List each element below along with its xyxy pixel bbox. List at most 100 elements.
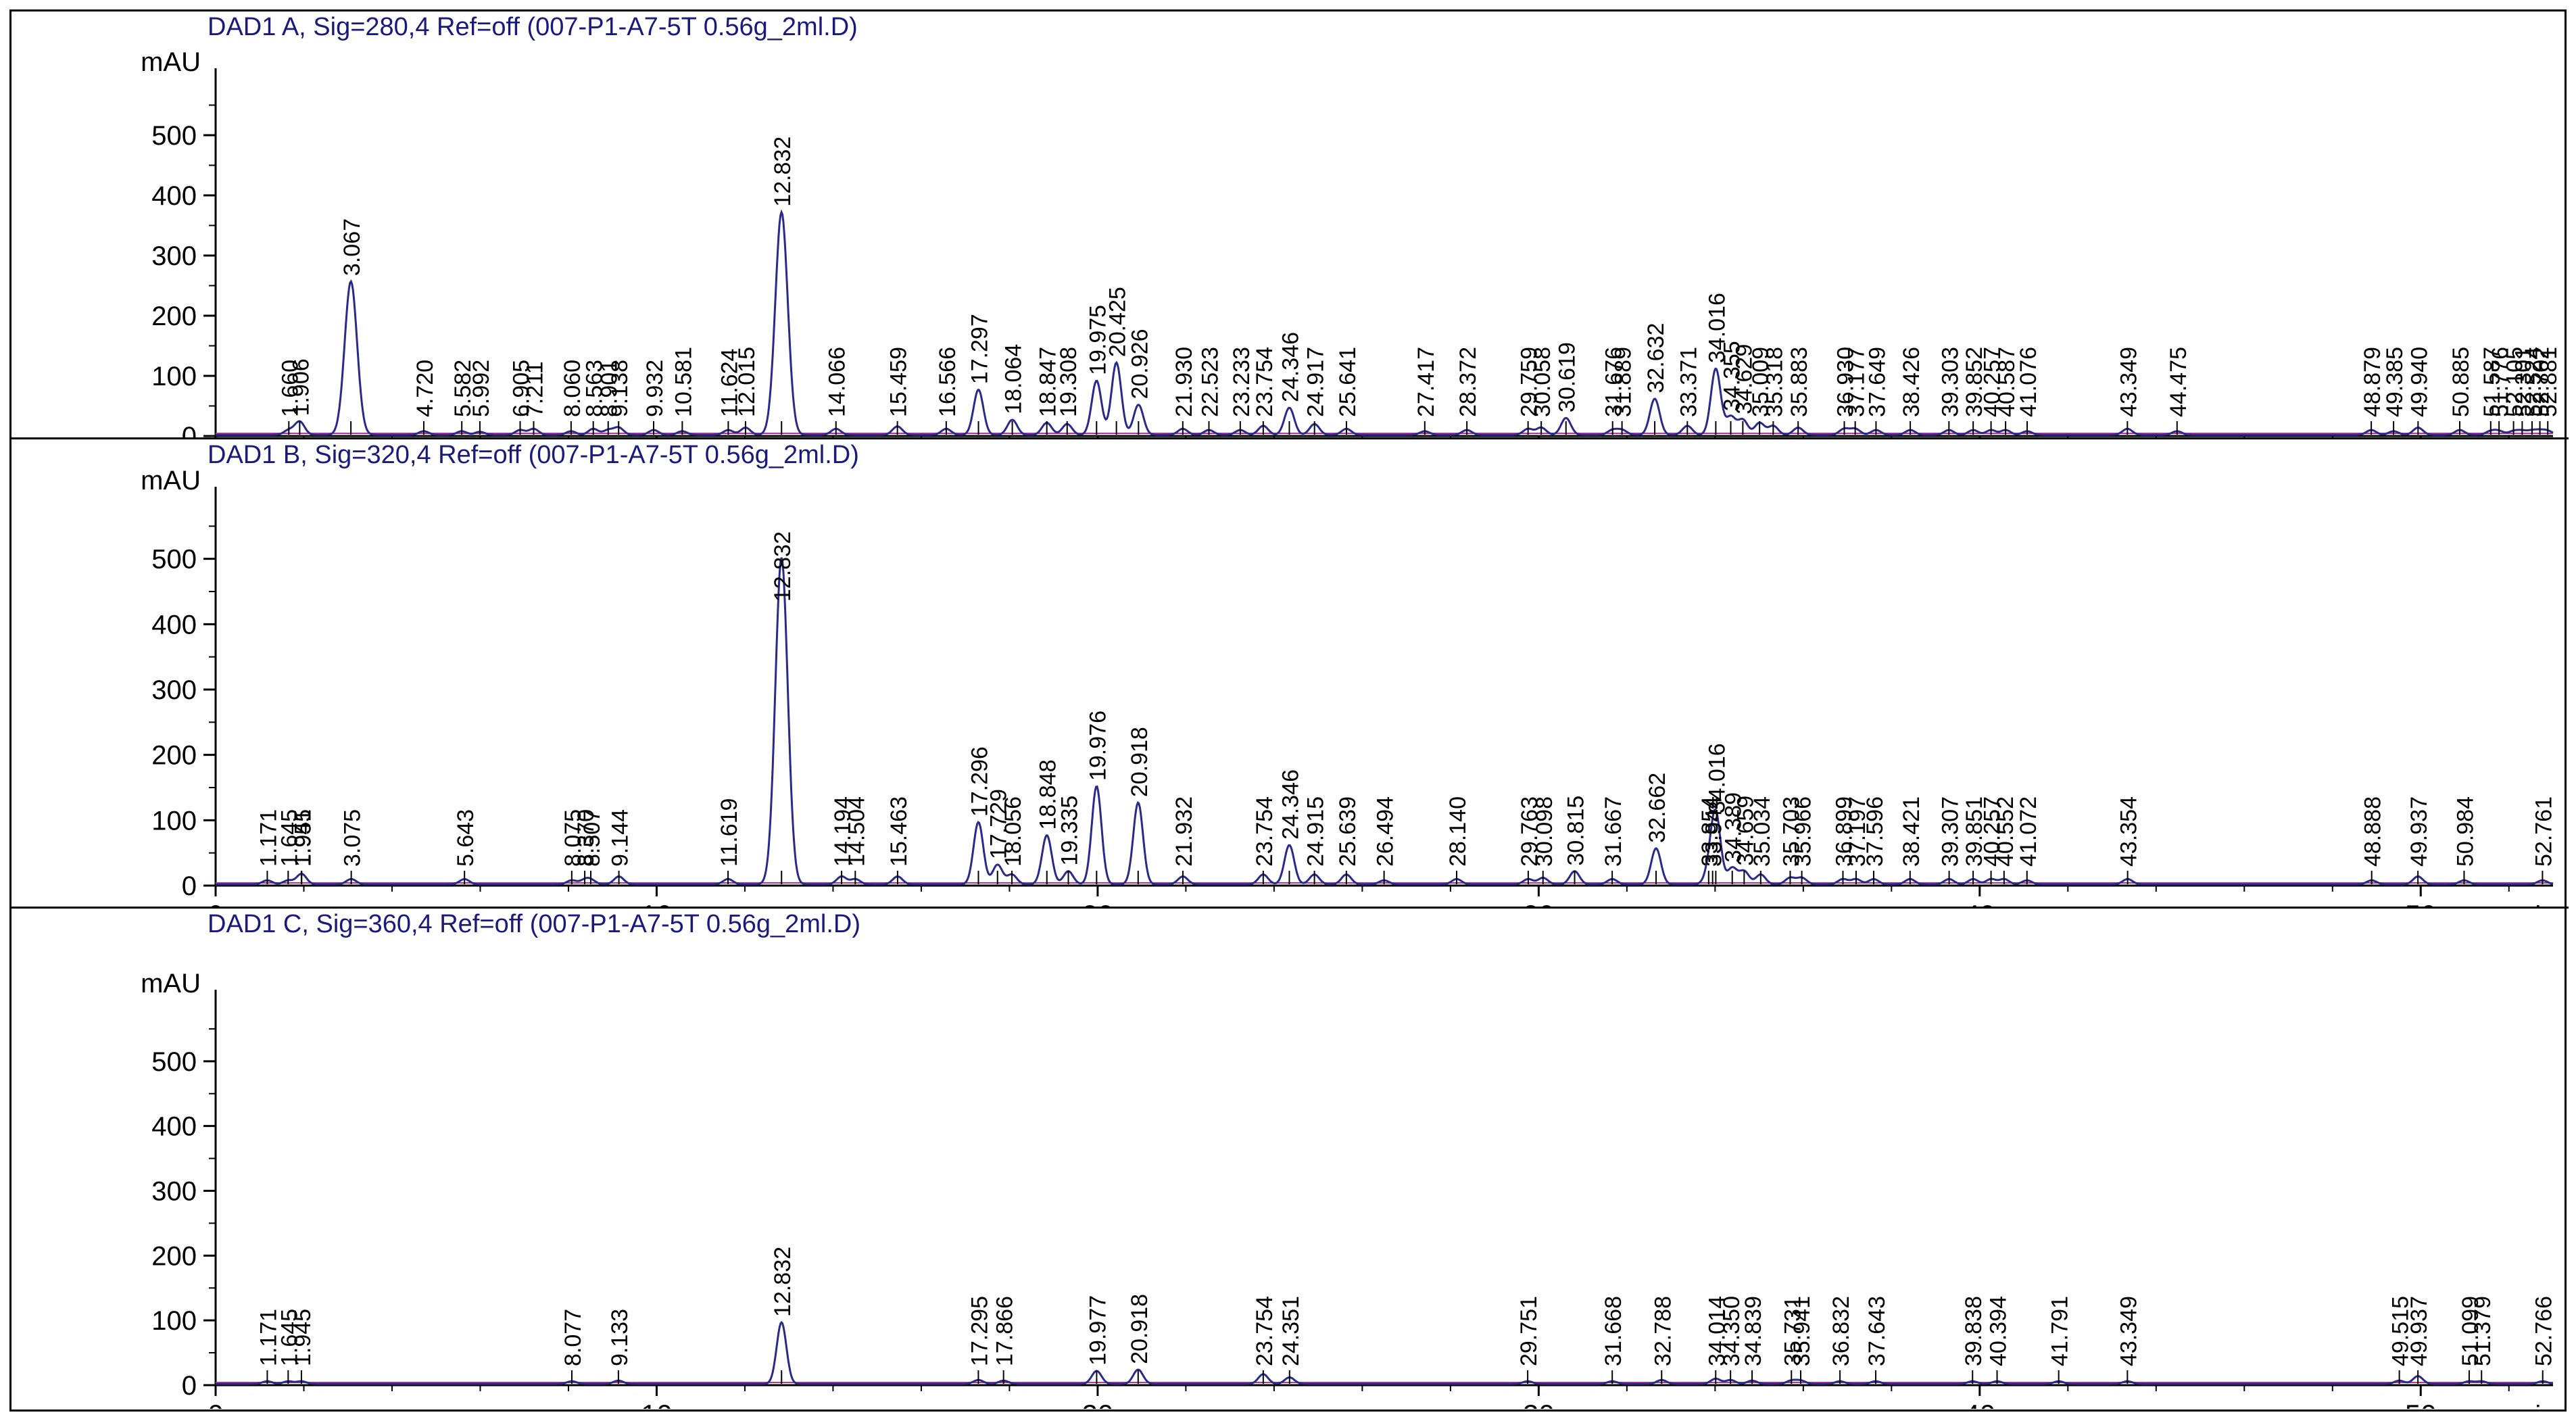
panel-dad1-b: DAD1 B, Sig=320,4 Ref=off (007-P1-A7-5T … (11, 437, 2569, 909)
panel-title-b: DAD1 B, Sig=320,4 Ref=off (007-P1-A7-5T … (208, 441, 859, 469)
peak-label: 38.426 (1899, 347, 1924, 417)
peak-label: 28.140 (1445, 796, 1471, 867)
panel-dad1-c: DAD1 C, Sig=360,4 Ref=off (007-P1-A7-5T … (11, 907, 2569, 1409)
peak-label: 39.303 (1937, 347, 1963, 417)
y-tick-label: 100 (151, 806, 197, 836)
peak-label: 39.852 (1962, 347, 1987, 417)
peak-label: 44.475 (2166, 347, 2191, 417)
peak-label: 20.926 (1127, 329, 1152, 400)
peak-label: 35.966 (1791, 796, 1816, 867)
peak-label: 37.596 (1862, 796, 1888, 867)
x-tick-label: 30 (1523, 1399, 1555, 1409)
peak-label: 52.766 (2531, 1296, 2557, 1366)
peak-label: 8.507 (579, 809, 605, 867)
peak-label: 31.668 (1601, 1296, 1626, 1366)
peak-label: 34.839 (1741, 1296, 1766, 1366)
peak-label: 32.662 (1645, 773, 1670, 843)
peak-label: 1.945 (290, 809, 316, 867)
peak-label: 23.233 (1229, 347, 1255, 417)
peak-label: 34.355 (1720, 341, 1745, 411)
peak-label: 17.866 (992, 1296, 1018, 1366)
peak-label: 52.881 (2536, 347, 2562, 417)
peak-label: 23.754 (1252, 347, 1278, 417)
peak-label: 33.371 (1676, 347, 1701, 417)
peak-label: 52.761 (2531, 796, 2556, 867)
peak-label: 49.940 (2406, 347, 2432, 417)
peak-label: 1.906 (288, 358, 314, 416)
peak-label: 37.649 (1864, 347, 1890, 417)
peak-label: 3.075 (340, 809, 366, 867)
y-tick-label: 0 (182, 422, 197, 437)
peak-label: 43.349 (2116, 347, 2141, 417)
peak-label: 39.307 (1938, 796, 1964, 867)
peak-label: 52.702 (2529, 347, 2554, 417)
peak-label: 14.194 (830, 796, 856, 867)
peak-label: 21.930 (1171, 347, 1197, 417)
peak-label: 1.951 (290, 809, 316, 867)
peak-label: 31.889 (1611, 347, 1636, 417)
peak-label: 41.076 (2016, 347, 2041, 417)
peak-label: 41.791 (2047, 1296, 2073, 1366)
peak-label: 51.587 (2479, 347, 2505, 417)
peak-label: 17.295 (967, 1296, 992, 1366)
peak-label: 33.854 (1697, 796, 1723, 867)
peak-label: 17.296 (967, 746, 992, 817)
y-tick-label: 100 (151, 1306, 197, 1336)
peak-label: 37.643 (1864, 1296, 1890, 1366)
peak-label: 1.645 (276, 1309, 302, 1366)
x-tick-label: 0 (208, 899, 223, 909)
peak-label: 51.379 (2470, 1296, 2496, 1366)
y-tick-label: 300 (151, 241, 197, 271)
peak-label: 33.944 (1701, 796, 1727, 867)
peak-label: 34.629 (1731, 344, 1757, 414)
x-tick-label: 0 (208, 1399, 223, 1409)
panel-title-a: DAD1 A, Sig=280,4 Ref=off (007-P1-A7-5T … (208, 13, 858, 41)
peak-label: 16.566 (935, 347, 961, 417)
peak-label: 37.197 (1845, 796, 1870, 867)
peak-label: 11.619 (716, 798, 742, 867)
peak-label: 51.099 (2458, 1296, 2483, 1366)
peak-label: 19.976 (1085, 710, 1111, 781)
peak-label: 49.515 (2388, 1296, 2414, 1366)
peak-label: 22.523 (1198, 347, 1223, 417)
peak-label: 7.211 (522, 361, 548, 417)
x-tick-label: 10 (641, 1399, 673, 1409)
peak-label: 40.257 (1980, 347, 2006, 417)
y-axis-label: mAU (141, 969, 201, 998)
y-tick-label: 500 (151, 545, 197, 575)
peak-label: 29.751 (1516, 1296, 1542, 1366)
peak-label: 1.171 (256, 1309, 281, 1366)
peak-label: 24.917 (1303, 347, 1329, 417)
peak-label: 15.463 (886, 796, 912, 867)
x-tick-label: 20 (1082, 899, 1114, 909)
peak-label: 40.587 (1994, 347, 2020, 417)
peak-label: 36.832 (1828, 1296, 1854, 1366)
peak-label: 40.394 (1986, 1296, 2012, 1366)
peak-label: 30.619 (1555, 342, 1580, 412)
chromatogram-plot-a: 0100200300400500mAU01020304050min1.6601.… (141, 47, 2562, 437)
x-axis-label: min (2512, 1401, 2556, 1409)
peak-label: 38.421 (1899, 796, 1924, 867)
peak-label: 27.417 (1413, 347, 1439, 417)
x-axis-label: min (2512, 901, 2556, 909)
peak-label: 37.177 (1844, 347, 1870, 417)
y-tick-label: 200 (151, 1241, 197, 1271)
peak-label: 18.056 (1000, 796, 1026, 867)
y-tick-label: 0 (182, 1371, 197, 1401)
peak-label: 9.144 (608, 809, 633, 867)
peak-label: 50.885 (2448, 347, 2474, 417)
peak-label: 34.014 (1704, 1296, 1730, 1366)
peak-label: 10.581 (671, 347, 696, 417)
peak-label: 8.075 (560, 809, 586, 867)
peak-label: 20.918 (1127, 1294, 1152, 1364)
peak-label: 30.098 (1532, 796, 1557, 867)
peak-label: 24.351 (1278, 1296, 1304, 1366)
x-tick-label: 10 (641, 899, 673, 909)
peak-label: 34.016 (1704, 293, 1730, 363)
peak-label: 52.524 (2521, 347, 2546, 417)
peak-label: 15.459 (886, 347, 912, 417)
y-tick-label: 200 (151, 741, 197, 771)
chromatogram-trace (216, 209, 2554, 436)
peak-label: 18.847 (1036, 347, 1061, 417)
peak-label: 12.015 (734, 347, 760, 417)
